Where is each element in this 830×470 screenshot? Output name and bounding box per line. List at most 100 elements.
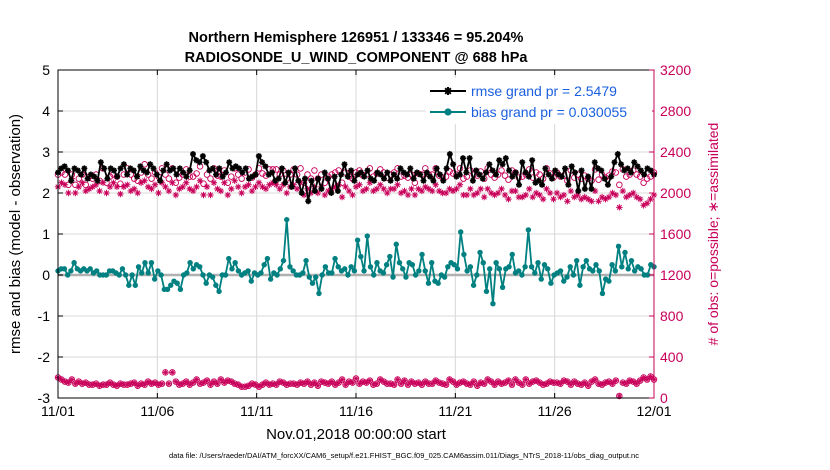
rmse-point (446, 151, 453, 158)
bias-point (561, 278, 567, 284)
obs-assimilated-marker (172, 191, 180, 199)
rmse-point (216, 165, 223, 172)
left-y-tick-label: 4 (42, 103, 50, 119)
rmse-point (325, 175, 332, 182)
obs-lower-possible-marker (252, 381, 259, 388)
obs-lower-assimilated-marker (138, 381, 144, 387)
rmse-point (282, 179, 289, 186)
obs-lower-possible-marker (415, 379, 422, 386)
rmse-point (453, 173, 460, 180)
bias-point (174, 280, 180, 286)
obs-assimilated-marker (269, 179, 277, 186)
rmse-point (456, 171, 463, 178)
rmse-point (443, 165, 450, 172)
obs-possible-marker (72, 181, 79, 189)
obs-lower-assimilated-marker (277, 379, 283, 384)
obs-lower-assimilated-marker (221, 380, 227, 386)
obs-lower-assimilated-marker (79, 381, 85, 387)
obs-lower-possible-marker (179, 380, 186, 387)
bias-point (564, 274, 570, 280)
obs-possible-marker (228, 173, 235, 180)
rmse-point (199, 153, 206, 160)
bias-point (226, 255, 232, 262)
rmse-point (548, 175, 555, 182)
obs-lower-assimilated-marker (183, 379, 189, 384)
rmse-point (229, 165, 236, 172)
obs-lower-assimilated-marker (578, 382, 584, 388)
obs-lower-possible-marker (279, 379, 287, 386)
obs-assimilated-marker (234, 183, 242, 191)
bias-point (429, 260, 435, 266)
rmse-point (539, 181, 546, 188)
rmse-point (64, 167, 71, 174)
obs-lower-possible-marker (352, 375, 360, 382)
rmse-point (107, 165, 114, 172)
obs-lower-assimilated-marker (194, 377, 199, 382)
rmse-point (61, 163, 68, 170)
obs-lower-assimilated-marker (312, 380, 317, 386)
obs-assimilated-marker (200, 191, 207, 199)
obs-assimilated-marker (238, 189, 245, 197)
bias-point (287, 264, 293, 270)
obs-lower-possible-marker (453, 381, 460, 388)
obs-lower-possible-marker (616, 392, 623, 400)
obs-lower-assimilated-marker (62, 379, 68, 384)
obs-lower-assimilated-marker (156, 382, 161, 388)
obs-lower-assimilated-marker (360, 379, 366, 384)
obs-lower-assimilated-marker (433, 378, 439, 383)
bias-point (303, 257, 309, 264)
rmse-point (163, 161, 170, 168)
obs-lower-assimilated-marker (152, 380, 158, 386)
obs-assimilated-marker (567, 187, 575, 195)
obs-lower-possible-marker (377, 376, 384, 383)
bias-point (245, 268, 251, 274)
bias-point (284, 216, 290, 223)
obs-possible-marker (311, 167, 318, 174)
rmse-point (404, 171, 411, 178)
obs-assimilated-marker (196, 177, 204, 184)
obs-assimilated-marker (456, 181, 464, 188)
rmse-point (305, 198, 312, 205)
obs-assimilated-marker (571, 193, 578, 201)
rmse-point (124, 171, 131, 178)
obs-lower-assimilated-marker (450, 379, 456, 384)
obs-lower-assimilated-marker (270, 381, 276, 387)
bias-point (267, 276, 274, 282)
obs-assimilated-marker (252, 183, 259, 191)
obs-lower-assimilated-marker (568, 382, 574, 388)
obs-possible-marker (61, 171, 69, 178)
bias-point (631, 268, 638, 274)
obs-lower-assimilated-marker (69, 377, 75, 382)
obs-assimilated-marker (203, 183, 211, 191)
rmse-point (265, 171, 272, 178)
bias-point (258, 270, 264, 276)
bias-point (290, 268, 296, 274)
bias-point (390, 274, 396, 280)
obs-assimilated-marker (505, 195, 512, 203)
bias-point (609, 262, 615, 268)
obs-lower-assimilated-marker (298, 380, 303, 386)
rmse-point (637, 167, 644, 174)
bias-point (361, 268, 367, 274)
obs-lower-assimilated-marker (173, 379, 179, 384)
obs-lower-assimilated-marker (228, 379, 234, 384)
obs-lower-possible-marker (103, 381, 110, 388)
rmse-point (81, 165, 88, 172)
bias-point (371, 272, 377, 278)
obs-lower-assimilated-marker (180, 381, 186, 387)
obs-possible-marker (335, 167, 342, 174)
obs-assimilated-marker (605, 193, 613, 201)
rmse-point (361, 173, 368, 180)
rmse-point (341, 161, 348, 168)
bias-point (158, 272, 164, 278)
obs-lower-assimilated-marker (329, 379, 335, 384)
bias-point (499, 284, 506, 290)
rmse-point (522, 169, 529, 176)
rmse-point (400, 169, 407, 176)
obs-lower-possible-marker (314, 382, 322, 389)
rmse-point (292, 165, 299, 172)
obs-lower-possible-marker (380, 378, 387, 385)
rmse-point (492, 171, 499, 178)
obs-assimilated-marker (425, 185, 432, 193)
bias-point (126, 282, 132, 288)
